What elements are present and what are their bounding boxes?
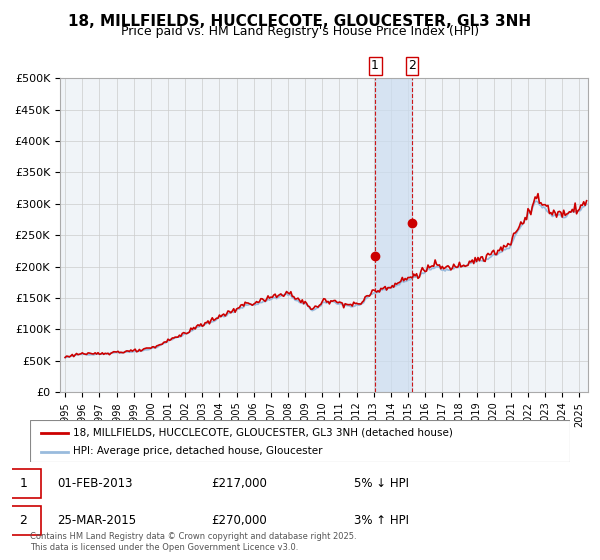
Text: 2: 2 — [408, 59, 416, 72]
Text: 18, MILLFIELDS, HUCCLECOTE, GLOUCESTER, GL3 3NH: 18, MILLFIELDS, HUCCLECOTE, GLOUCESTER, … — [68, 14, 532, 29]
Text: £217,000: £217,000 — [212, 477, 268, 490]
FancyBboxPatch shape — [30, 420, 570, 462]
Text: 3% ↑ HPI: 3% ↑ HPI — [354, 514, 409, 526]
FancyBboxPatch shape — [6, 469, 41, 498]
Text: £270,000: £270,000 — [212, 514, 267, 526]
Text: 1: 1 — [19, 477, 28, 490]
Text: HPI: Average price, detached house, Gloucester: HPI: Average price, detached house, Glou… — [73, 446, 323, 456]
Text: Price paid vs. HM Land Registry's House Price Index (HPI): Price paid vs. HM Land Registry's House … — [121, 25, 479, 38]
Text: 5% ↓ HPI: 5% ↓ HPI — [354, 477, 409, 490]
Text: 01-FEB-2013: 01-FEB-2013 — [58, 477, 133, 490]
Text: 25-MAR-2015: 25-MAR-2015 — [58, 514, 137, 526]
Text: 18, MILLFIELDS, HUCCLECOTE, GLOUCESTER, GL3 3NH (detached house): 18, MILLFIELDS, HUCCLECOTE, GLOUCESTER, … — [73, 428, 453, 437]
Bar — [375, 78, 412, 392]
Text: 1: 1 — [371, 59, 379, 72]
FancyBboxPatch shape — [6, 506, 41, 535]
Text: Contains HM Land Registry data © Crown copyright and database right 2025.
This d: Contains HM Land Registry data © Crown c… — [30, 532, 356, 552]
Text: 2: 2 — [19, 514, 28, 526]
